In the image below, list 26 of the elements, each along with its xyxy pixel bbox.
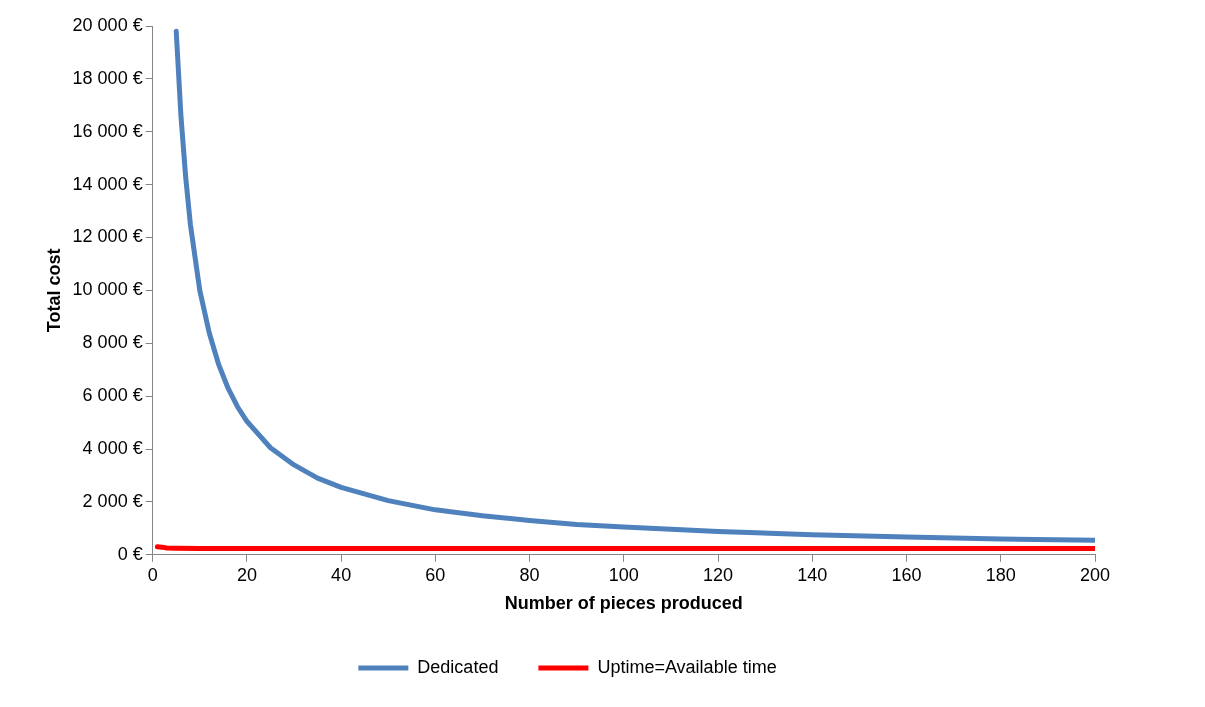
x-tick-label: 140 [797, 564, 828, 585]
x-tick-label: 0 [147, 564, 158, 585]
y-tick-label: 0 € [117, 543, 143, 564]
y-tick-label: 14 000 € [72, 173, 143, 194]
y-tick-label: 10 000 € [72, 279, 143, 300]
x-tick-label: 80 [519, 564, 540, 585]
y-tick-label: 6 000 € [82, 385, 143, 406]
y-axis-title: Total cost [43, 248, 64, 333]
y-tick-label: 18 000 € [72, 67, 143, 88]
legend-label: Uptime=Available time [597, 656, 777, 677]
x-tick-label: 160 [891, 564, 922, 585]
y-tick-label: 4 000 € [82, 438, 143, 459]
x-tick-label: 200 [1079, 564, 1111, 585]
x-tick-label: 60 [425, 564, 446, 585]
y-tick-label: 12 000 € [72, 226, 143, 247]
x-axis-title: Number of pieces produced [504, 593, 743, 614]
x-tick-label: 120 [703, 564, 734, 585]
x-tick-label: 40 [331, 564, 352, 585]
y-tick-label: 2 000 € [82, 490, 143, 511]
x-tick-label: 20 [236, 564, 257, 585]
y-tick-label: 16 000 € [72, 120, 143, 141]
y-tick-label: 20 000 € [72, 14, 143, 35]
y-tick-label: 8 000 € [82, 332, 143, 353]
x-tick-label: 100 [608, 564, 639, 585]
x-tick-label: 180 [985, 564, 1016, 585]
legend-label: Dedicated [417, 656, 499, 677]
